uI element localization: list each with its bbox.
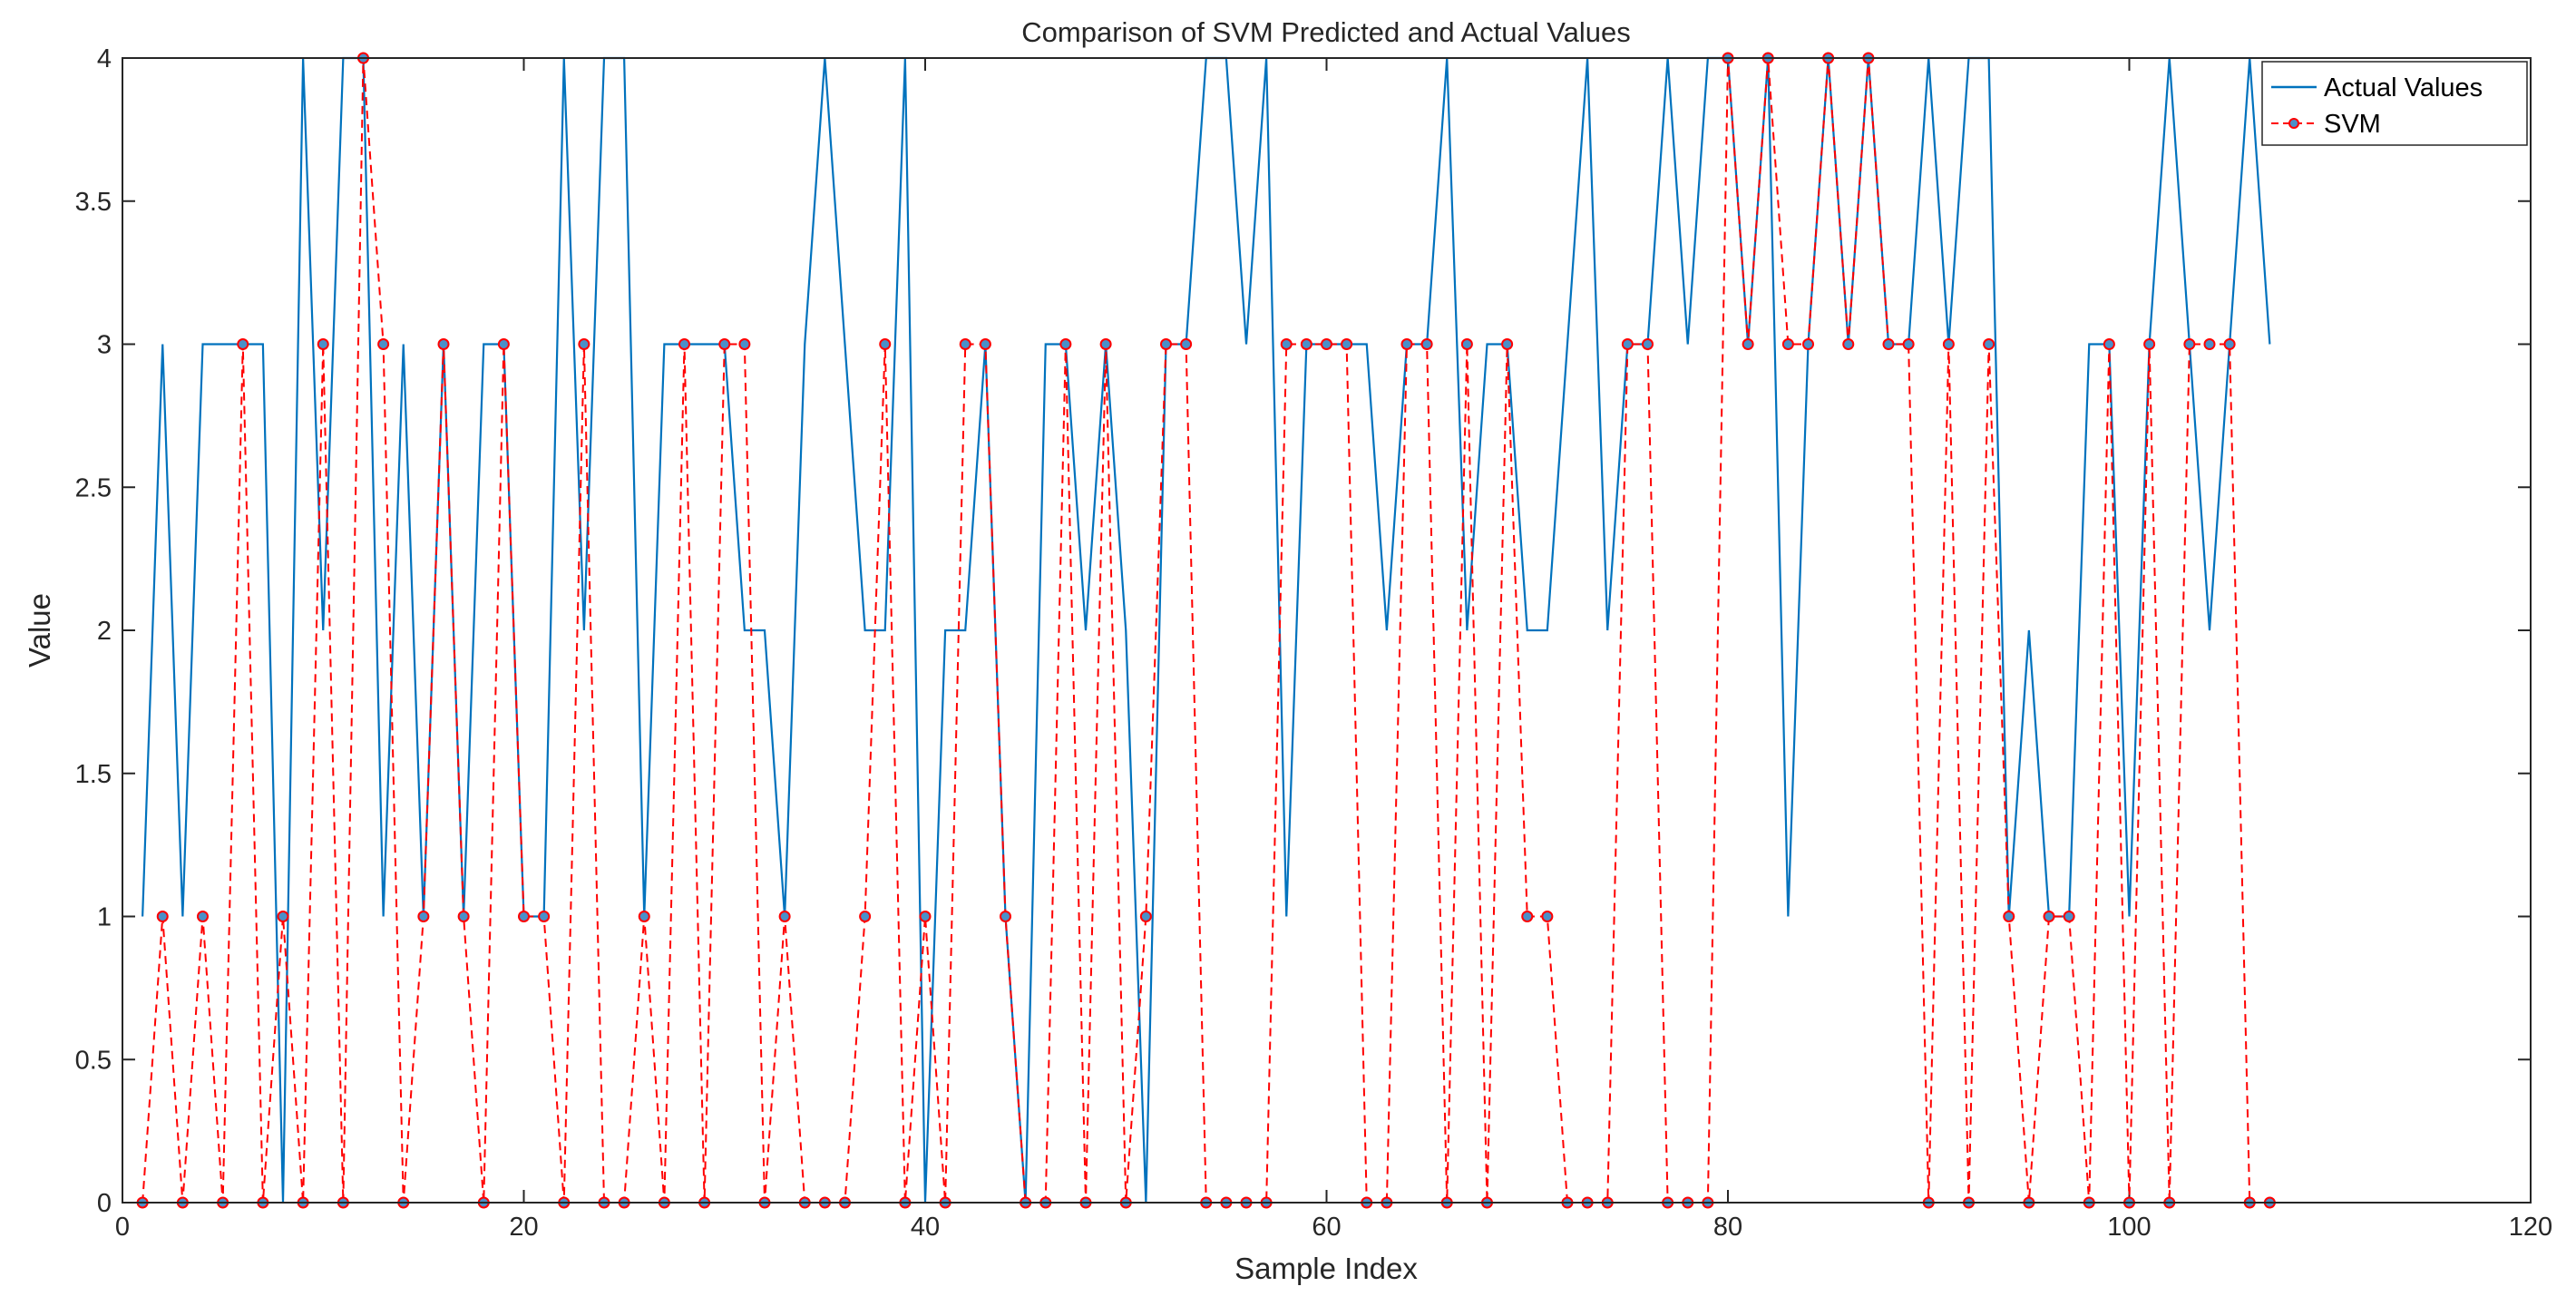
svm-point bbox=[1541, 911, 1554, 922]
svm-point bbox=[859, 911, 872, 922]
svm-point bbox=[1000, 911, 1011, 922]
svm-point bbox=[1300, 338, 1312, 350]
svm-point bbox=[1341, 338, 1353, 350]
svm-point bbox=[437, 338, 450, 350]
svm-point bbox=[979, 338, 991, 350]
svm-point bbox=[2103, 338, 2115, 350]
svm-point bbox=[578, 338, 590, 350]
y-tick-label: 0 bbox=[97, 1189, 112, 1218]
svm-point bbox=[2143, 338, 2156, 350]
y-tick-label: 4 bbox=[97, 44, 112, 73]
x-tick-label: 40 bbox=[911, 1213, 940, 1242]
svm-point bbox=[1781, 338, 1794, 350]
x-tick-label: 100 bbox=[2107, 1213, 2151, 1242]
svm-point bbox=[1521, 911, 1534, 922]
plot-frame bbox=[122, 57, 2532, 1204]
svm-point bbox=[156, 911, 169, 922]
svm-point bbox=[237, 338, 249, 350]
svm-point bbox=[2003, 911, 2015, 922]
y-tick-label: 0.5 bbox=[75, 1046, 112, 1075]
svm-point bbox=[1742, 338, 1754, 350]
svm-point bbox=[778, 911, 791, 922]
svm-point bbox=[1983, 338, 1995, 350]
svm-point bbox=[1059, 338, 1072, 350]
svm-point bbox=[1642, 338, 1654, 350]
svm-point bbox=[718, 338, 731, 350]
svm-point bbox=[1460, 338, 1473, 350]
svm-point bbox=[678, 338, 690, 350]
svm-point bbox=[1099, 338, 1112, 350]
svm-point bbox=[497, 338, 510, 350]
x-tick-label: 20 bbox=[509, 1213, 538, 1242]
svm-point bbox=[417, 911, 430, 922]
y-tick-label: 3.5 bbox=[75, 188, 112, 217]
svm-point bbox=[919, 911, 932, 922]
svm-point bbox=[1842, 338, 1855, 350]
svm-point bbox=[2043, 911, 2055, 922]
svm-point bbox=[638, 911, 650, 922]
legend: Actual Values SVM bbox=[2261, 61, 2528, 146]
svm-point bbox=[1420, 338, 1433, 350]
svm-point bbox=[1180, 338, 1193, 350]
svm-point bbox=[1160, 338, 1172, 350]
legend-box bbox=[2261, 61, 2528, 146]
svm-point bbox=[1902, 338, 1915, 350]
y-tick-label: 3 bbox=[97, 331, 112, 360]
x-axis-label: Sample Index bbox=[1234, 1252, 1418, 1285]
svm-point bbox=[1400, 338, 1413, 350]
svm-point bbox=[879, 338, 892, 350]
svm-point bbox=[1621, 338, 1634, 350]
svm-point bbox=[518, 911, 530, 922]
svm-point bbox=[1280, 338, 1293, 350]
svm-point bbox=[1501, 338, 1514, 350]
legend-svm-marker bbox=[2288, 118, 2299, 129]
svm-point bbox=[277, 911, 289, 922]
y-tick-label: 1.5 bbox=[75, 760, 112, 789]
svm-point bbox=[1139, 911, 1152, 922]
x-tick-label: 80 bbox=[1713, 1213, 1742, 1242]
y-tick-label: 2 bbox=[97, 617, 112, 646]
svm-point bbox=[1882, 338, 1895, 350]
legend-svm-label: SVM bbox=[2324, 110, 2381, 139]
x-tick-label: 60 bbox=[1312, 1213, 1341, 1242]
svm-point bbox=[1942, 338, 1955, 350]
tick-labels: 0 20 40 60 80 100 120 0 0.5 1 1.5 2 2.5 3 3.5 4 bbox=[75, 44, 2553, 1242]
svm-point bbox=[538, 911, 551, 922]
chart-title: Comparison of SVM Predicted and Actual V… bbox=[1021, 16, 1630, 48]
x-tick-label: 120 bbox=[2509, 1213, 2552, 1242]
svm-point bbox=[2183, 338, 2196, 350]
svm-point bbox=[738, 338, 751, 350]
svm-point bbox=[2223, 338, 2236, 350]
y-tick-label: 1 bbox=[97, 903, 112, 932]
svm-point bbox=[317, 338, 329, 350]
svm-point bbox=[2203, 338, 2216, 350]
plot-area bbox=[122, 58, 2531, 1203]
svm-point bbox=[457, 911, 470, 922]
y-tick-label: 2.5 bbox=[75, 473, 112, 502]
svm-point bbox=[377, 338, 390, 350]
svm-point bbox=[2063, 911, 2075, 922]
svm-point bbox=[1802, 338, 1814, 350]
y-axis-label: Value bbox=[23, 593, 56, 668]
svm-point bbox=[959, 338, 971, 350]
legend-actual-label: Actual Values bbox=[2324, 73, 2483, 102]
svm-point bbox=[1321, 338, 1332, 350]
svm-point bbox=[197, 911, 209, 922]
x-tick-label: 0 bbox=[115, 1213, 130, 1242]
